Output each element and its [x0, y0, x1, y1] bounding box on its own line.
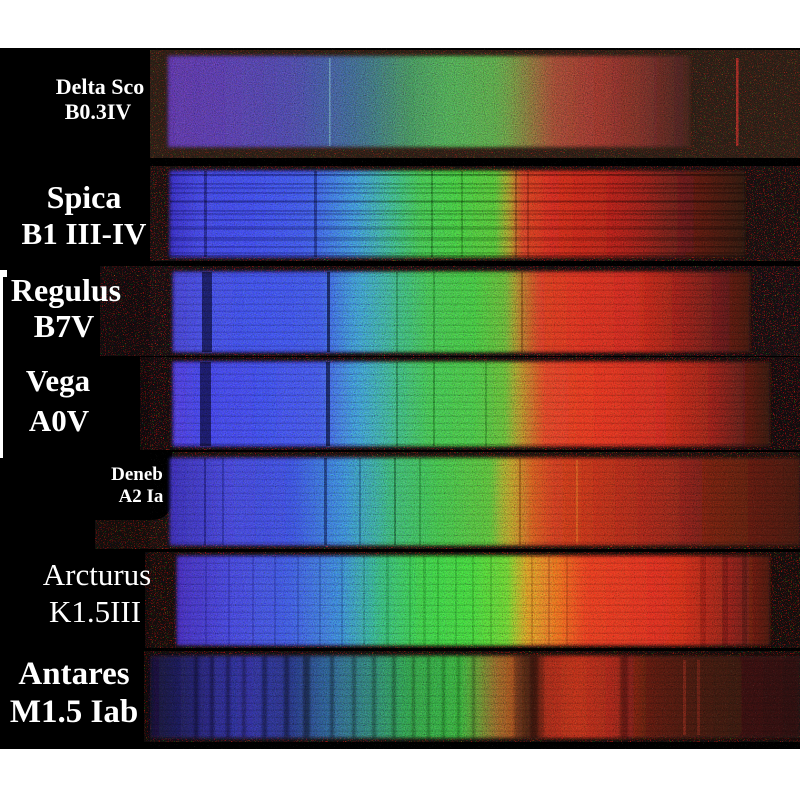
svg-text:Spica: Spica: [47, 179, 122, 215]
svg-text:B0.3IV: B0.3IV: [65, 99, 132, 124]
svg-text:A2 Ia: A2 Ia: [119, 486, 164, 507]
svg-text:B1 III-IV: B1 III-IV: [22, 216, 148, 251]
svg-text:Deneb: Deneb: [111, 464, 163, 485]
svg-text:Antares: Antares: [18, 656, 129, 692]
svg-text:Vega: Vega: [26, 363, 91, 398]
svg-text:B7V: B7V: [34, 308, 94, 344]
svg-text:Delta Sco: Delta Sco: [56, 74, 145, 99]
svg-text:A0V: A0V: [29, 403, 90, 438]
svg-text:Arcturus: Arcturus: [43, 557, 151, 592]
svg-text:Regulus: Regulus: [11, 272, 121, 308]
svg-text:M1.5 Iab: M1.5 Iab: [10, 694, 138, 730]
svg-text:K1.5III: K1.5III: [49, 594, 141, 629]
